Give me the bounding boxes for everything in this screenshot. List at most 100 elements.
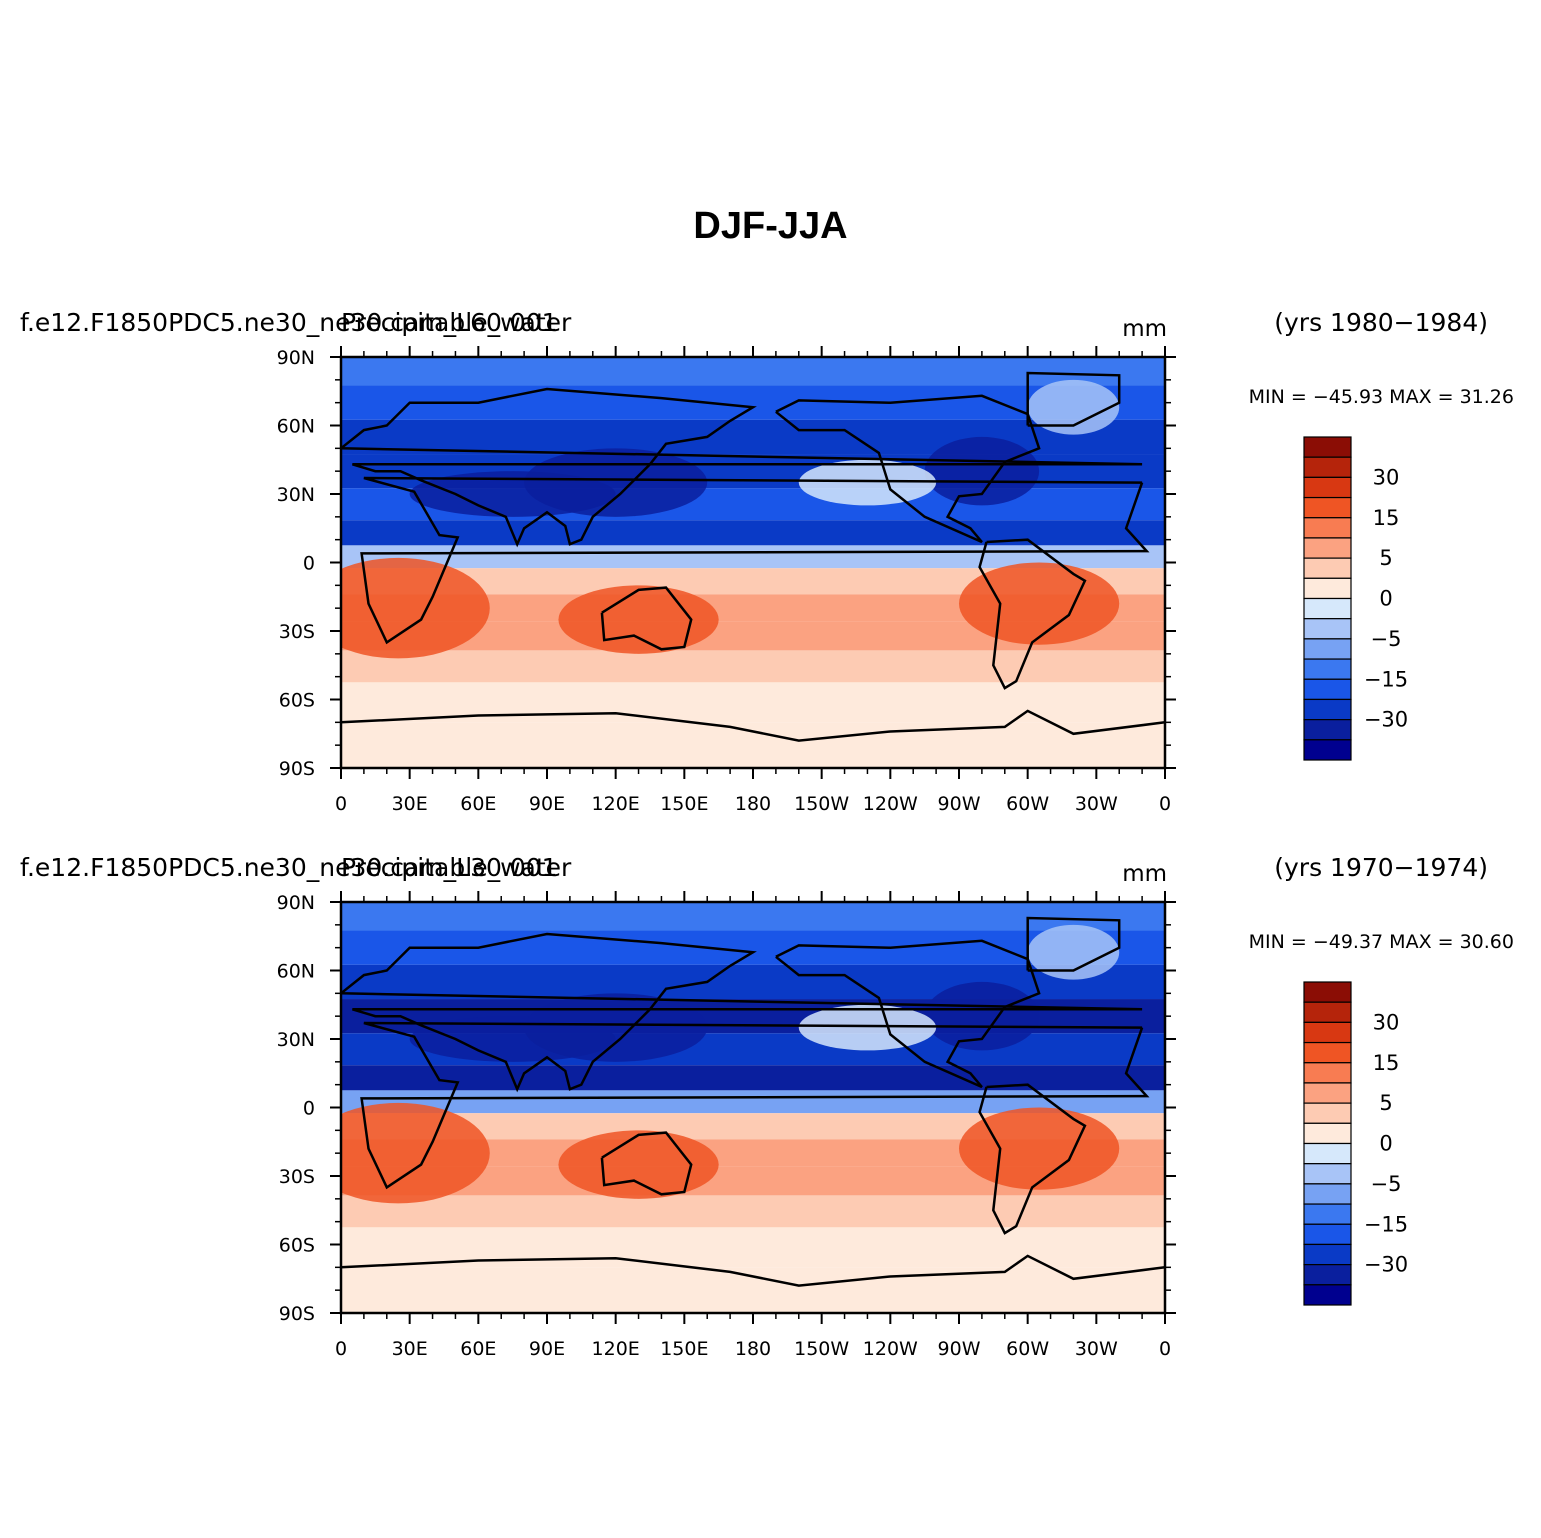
colorbar-box — [1303, 436, 1352, 458]
min-max-label: MIN = −45.93 MAX = 31.26 — [1249, 386, 1514, 408]
colorbar-label: 15 — [1373, 1051, 1400, 1075]
x-tick-label: 0 — [335, 793, 347, 815]
colorbar-box — [1303, 1062, 1352, 1084]
colorbar-label: −5 — [1371, 1172, 1402, 1196]
x-tick-label: 120E — [592, 1338, 640, 1360]
coastline — [341, 709, 1165, 742]
field-patch — [924, 981, 1040, 1051]
field-band — [341, 1195, 1165, 1228]
years-label: (yrs 1980−1984) — [1274, 308, 1488, 337]
colorbar-label: 0 — [1379, 1132, 1392, 1156]
x-tick-label: 180 — [735, 1338, 771, 1360]
colorbar-label: 30 — [1373, 1010, 1400, 1034]
field-band — [341, 357, 1165, 386]
x-tick-label: 150E — [660, 793, 708, 815]
coastline — [775, 394, 1041, 544]
x-tick-label: 60E — [460, 793, 496, 815]
years-label: (yrs 1970−1974) — [1274, 853, 1488, 882]
colorbar-label: 30 — [1373, 465, 1400, 489]
field-band — [341, 650, 1165, 683]
colorbar-box — [1303, 1082, 1352, 1104]
coastline — [341, 387, 1143, 548]
center-title: Precipitable_water — [341, 853, 572, 882]
colorbar-label: −15 — [1364, 667, 1408, 691]
colorbar-box — [1303, 1183, 1352, 1205]
field-band — [341, 902, 1165, 931]
colorbar-label: 0 — [1379, 587, 1392, 611]
colorbar-box — [1303, 1264, 1352, 1286]
field-patch — [524, 993, 708, 1062]
colorbar-box — [1303, 1163, 1352, 1185]
field-band — [341, 1065, 1165, 1091]
colorbar-box — [1303, 1284, 1352, 1306]
x-tick-label: 120W — [863, 1338, 918, 1360]
y-tick-label: 60S — [279, 1235, 315, 1257]
y-tick-label: 30N — [277, 1029, 315, 1051]
colorbar-box — [1303, 1102, 1352, 1124]
colorbar-box — [1303, 1021, 1352, 1044]
y-tick-label: 0 — [303, 1098, 315, 1120]
x-tick-label: 90W — [938, 793, 981, 815]
x-tick-label: 60W — [1006, 793, 1049, 815]
y-tick-label: 60S — [279, 690, 315, 712]
colorbar-label: −30 — [1364, 708, 1408, 732]
x-tick-label: 30W — [1075, 793, 1118, 815]
colorbar-label: 5 — [1379, 1091, 1392, 1115]
y-tick-label: 90N — [277, 347, 315, 369]
main-title: DJF-JJA — [693, 205, 848, 247]
x-tick-label: 60W — [1006, 1338, 1049, 1360]
colorbar-box — [1303, 739, 1352, 761]
colorbar-box — [1303, 1142, 1352, 1165]
coastline — [600, 1131, 693, 1196]
map-panel-bottom: f.e12.F1850PDC5.ne30_ne30.cam_L30.001Pre… — [20, 853, 1514, 1360]
x-tick-label: 90E — [529, 1338, 565, 1360]
field-patch — [524, 448, 708, 517]
coastline — [775, 939, 1041, 1089]
y-tick-label: 60N — [277, 961, 315, 983]
map-panel-top: f.e12.F1850PDC5.ne30_ne30.cam_L60.001Pre… — [20, 308, 1514, 815]
colorbar-box — [1303, 719, 1352, 741]
field-patch — [341, 1102, 490, 1204]
x-tick-label: 30W — [1075, 1338, 1118, 1360]
colorbar-box — [1303, 476, 1352, 499]
x-tick-label: 0 — [1159, 793, 1171, 815]
colorbar-label: −30 — [1364, 1253, 1408, 1277]
field-patch — [798, 1004, 937, 1051]
y-tick-label: 60N — [277, 416, 315, 438]
field-layer — [341, 902, 1165, 1313]
colorbar-box — [1303, 537, 1352, 559]
colorbar-box — [1303, 678, 1352, 701]
field-patch — [924, 436, 1040, 506]
units-label: mm — [1122, 316, 1167, 342]
coastline — [360, 1021, 1150, 1190]
colorbar-box — [1303, 1203, 1352, 1225]
coastline — [600, 586, 693, 651]
left-title: f.e12.F1850PDC5.ne30_ne30.cam_L30.001 — [20, 853, 558, 882]
x-tick-label: 60E — [460, 1338, 496, 1360]
y-tick-label: 30S — [279, 621, 315, 643]
colorbar-box — [1303, 981, 1352, 1003]
units-label: mm — [1122, 861, 1167, 887]
field-patch — [558, 585, 719, 654]
x-tick-label: 30E — [392, 1338, 428, 1360]
field-patch — [798, 459, 937, 506]
x-tick-label: 90E — [529, 793, 565, 815]
x-tick-label: 120W — [863, 793, 918, 815]
coastline — [341, 1254, 1165, 1287]
coastline — [978, 1083, 1087, 1235]
x-tick-label: 120E — [592, 793, 640, 815]
colorbar-box — [1303, 638, 1352, 660]
x-tick-label: 150W — [794, 1338, 849, 1360]
colorbar-box — [1303, 658, 1352, 680]
colorbar-box — [1303, 1001, 1352, 1023]
colorbar-label: 5 — [1379, 546, 1392, 570]
colorbar-box — [1303, 698, 1352, 721]
y-tick-label: 90S — [279, 1303, 315, 1325]
colorbar-box — [1303, 1243, 1352, 1266]
colorbar-box — [1303, 496, 1352, 519]
y-tick-label: 90N — [277, 892, 315, 914]
x-tick-label: 180 — [735, 793, 771, 815]
x-tick-label: 0 — [1159, 1338, 1171, 1360]
x-tick-label: 30E — [392, 793, 428, 815]
coastline — [1026, 916, 1121, 972]
